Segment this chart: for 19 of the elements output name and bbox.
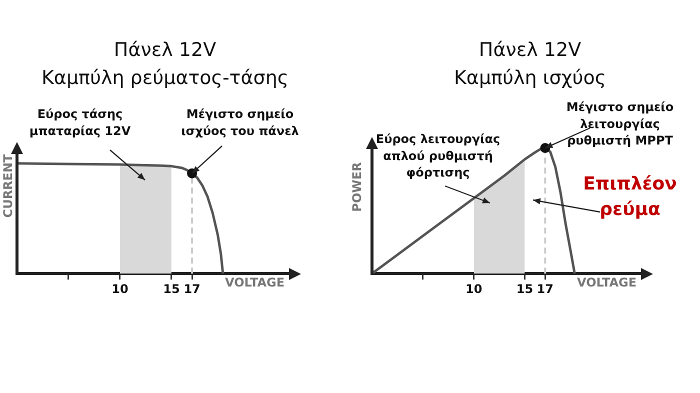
x-tick-label: 10: [112, 282, 128, 296]
x-tick-label: 15: [163, 282, 180, 296]
chart-subtitle: Καμπύλη ισχύος: [452, 66, 608, 91]
x-tick-label: 17: [536, 282, 554, 296]
y-axis-title: POWER: [350, 162, 364, 212]
chart-title: Πάνελ 12V: [478, 38, 582, 63]
annotation: Εύρος λειτουργίας απλού ρυθμιστή φόρτισης: [376, 132, 500, 180]
chart-title: Πάνελ 12V: [112, 38, 218, 63]
x-axis-title: VOLTAGE: [225, 276, 285, 290]
x-axis-title: VOLTAGE: [577, 276, 637, 290]
x-tick-label: 15: [516, 282, 534, 296]
x-tick-label: 10: [466, 282, 482, 296]
chart-subtitle: Καμπύλη ρεύματος-τάσης: [40, 66, 290, 91]
annotation: Μέγιστο σημείο ισχύος του πάνελ: [181, 107, 300, 138]
annotation: Μέγιστο σημείο λειτουργίας ρυθμιστή MPPT: [566, 100, 674, 148]
y-axis-title: CURRENT: [1, 153, 16, 218]
annotation: Επιπλέον ρεύμα: [583, 174, 677, 220]
text: Εύρος τάσης μπαταρίας 12V: [29, 107, 132, 138]
x-tick-label: 17: [184, 282, 200, 296]
